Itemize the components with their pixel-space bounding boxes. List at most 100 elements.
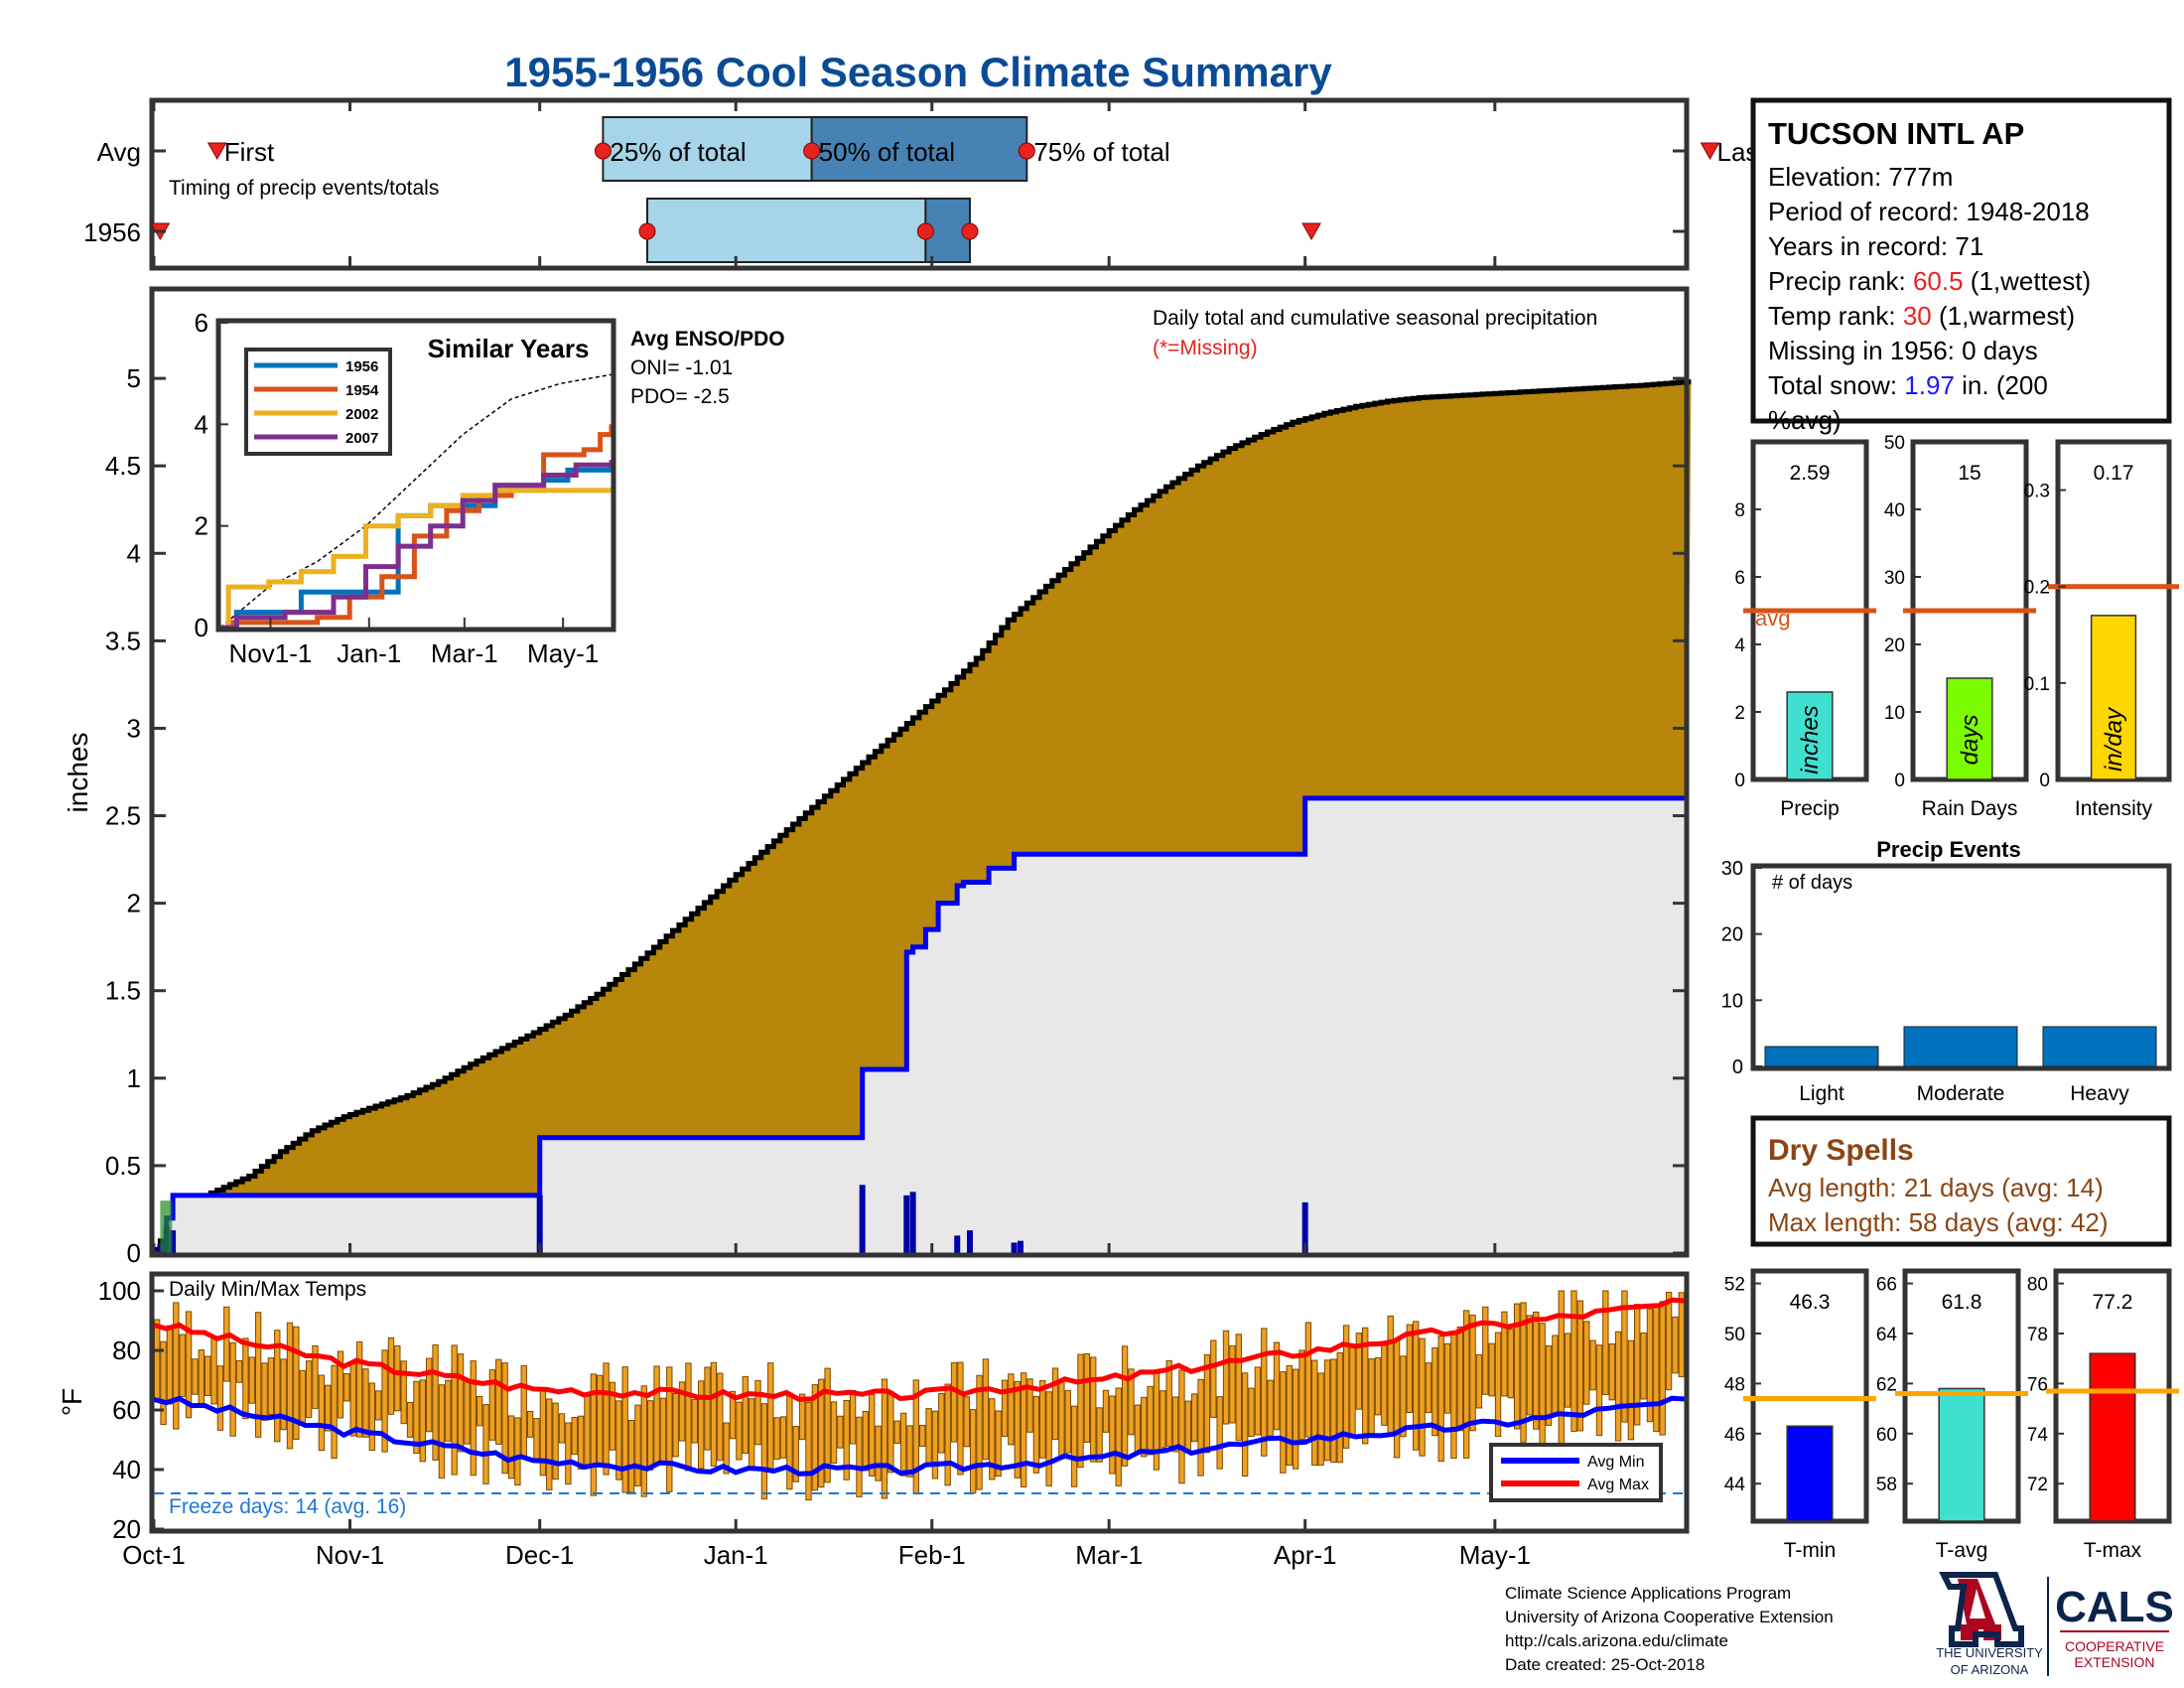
similar-x-tick-label: May-1 <box>527 638 599 668</box>
station-name: TUCSON INTL AP <box>1768 116 2024 151</box>
daily-temp-bar <box>837 1415 844 1449</box>
avg-p50-dot <box>803 142 821 160</box>
daily-temp-bar <box>1608 1342 1615 1401</box>
timing-panel: Avg 1956 Timing of precip events/totals … <box>83 97 1766 271</box>
month-tick-label: Nov-1 <box>316 1540 384 1570</box>
timing-row-avg-label: Avg <box>97 137 141 167</box>
daily-temp-bar <box>1443 1342 1451 1414</box>
daily-temp-bar <box>659 1397 667 1466</box>
precip-tick-label: 6 <box>1734 568 1745 589</box>
daily-temp-bar <box>1077 1353 1084 1469</box>
daily-temp-bar <box>1235 1334 1242 1442</box>
tmin-tick-label: 50 <box>1724 1325 1745 1345</box>
daily-temp-bar <box>666 1366 673 1492</box>
temp-y-label: °F <box>57 1388 87 1416</box>
daily-temp-bar <box>609 1381 616 1451</box>
precip-avg-label: avg <box>1755 606 1790 631</box>
daily-temp-bar <box>476 1395 483 1427</box>
tmax-xlabel: T-max <box>2084 1539 2142 1562</box>
daily-temp-bar <box>1545 1345 1553 1426</box>
tmin-tick-label: 48 <box>1724 1374 1745 1395</box>
event-bar-moderate <box>1903 1026 2018 1067</box>
ua-line1: THE UNIVERSITY <box>1936 1645 2043 1660</box>
ua-line2: OF ARIZONA <box>1951 1662 2029 1677</box>
month-tick-label: Oct-1 <box>122 1540 186 1570</box>
tmax-tick-label: 78 <box>2027 1325 2048 1345</box>
daily-temp-bar <box>331 1364 338 1460</box>
daily-temp-bar <box>375 1390 382 1421</box>
daily-temp-bar <box>767 1362 774 1473</box>
temp-plot-area <box>153 1290 1686 1501</box>
daily-temp-bar <box>387 1336 395 1415</box>
daily-temp-bar <box>577 1415 585 1470</box>
daily-temp-bar <box>1595 1344 1603 1437</box>
daily-temp-bar <box>413 1380 420 1455</box>
daily-temp-bar <box>267 1357 275 1416</box>
daily-temp-bar <box>451 1344 458 1476</box>
event-category-label: Heavy <box>2070 1082 2129 1105</box>
temp-rank: Temp rank: 30 (1,warmest) <box>1768 301 2075 331</box>
daily-temp-bar <box>1032 1395 1040 1474</box>
temp-panel: 20 40 60 80 100 °F Daily Min/Max Temps Freez… <box>57 1243 1690 1570</box>
daily-temp-bar <box>1381 1344 1388 1426</box>
daily-temp-bar <box>906 1425 913 1477</box>
daily-temp-bar <box>704 1366 711 1451</box>
daily-temp-bar <box>1336 1351 1343 1464</box>
daily-temp-bar <box>254 1312 262 1438</box>
precip-panel: 0 0.5 1 1.5 2 2.5 3 3.5 4 4.5 5 inches Daily total… <box>63 286 1692 1268</box>
similar-avg-dashed-line <box>219 373 613 629</box>
cals-logo: CALS COOPERATIVE EXTENSION <box>2055 1583 2174 1670</box>
daily-temp-bar <box>1494 1332 1502 1438</box>
daily-temp-bar <box>1672 1316 1679 1374</box>
daily-temp-bar <box>1475 1353 1483 1409</box>
daily-temp-bar <box>1020 1372 1027 1487</box>
daily-temp-bar <box>432 1343 439 1461</box>
avg-min-line <box>153 1395 1686 1477</box>
tavg-tick-label: 58 <box>1876 1475 1897 1495</box>
daily-temp-bar <box>1552 1335 1559 1416</box>
daily-temp-bar <box>1583 1321 1590 1405</box>
daily-temp-bar <box>995 1410 1002 1477</box>
legend-avg-min-label: Avg Min <box>1587 1454 1645 1471</box>
ua-a-icon <box>1939 1572 2024 1647</box>
month-tick-label: Dec-1 <box>505 1540 574 1570</box>
daily-temp-bar <box>672 1392 679 1458</box>
daily-temp-bar <box>931 1410 939 1479</box>
precip-tick-label: 2 <box>1734 703 1745 724</box>
avg-cumulative-line <box>154 379 1692 1252</box>
daily-temp-bar <box>1001 1379 1009 1438</box>
daily-temp-bar <box>1160 1390 1166 1449</box>
precip-y-tick-label: 0.5 <box>105 1151 141 1181</box>
daily-precip-bar <box>903 1195 910 1253</box>
daily-temp-bar <box>792 1426 799 1482</box>
daily-temp-bar <box>729 1390 737 1440</box>
daily-temp-bar <box>507 1415 515 1479</box>
daily-temp-bar <box>1437 1336 1444 1462</box>
y1956-p75-dot <box>961 222 979 240</box>
daily-precip-bar <box>954 1235 961 1253</box>
daily-temp-bar <box>818 1378 825 1488</box>
daily-temp-bar <box>1413 1321 1420 1451</box>
precip-y-tick-label: 3.5 <box>105 626 141 655</box>
daily-temp-bar <box>1096 1407 1103 1463</box>
daily-temp-bar <box>1064 1390 1071 1454</box>
daily-temp-bar <box>1387 1315 1394 1436</box>
daily-temp-bar <box>1507 1329 1514 1399</box>
daily-temp-bar <box>337 1350 344 1419</box>
rain-days-tick-label: 10 <box>1884 703 1905 724</box>
daily-temp-bar <box>1141 1396 1148 1458</box>
daily-temp-bar <box>1203 1353 1211 1454</box>
daily-temp-bar <box>355 1340 363 1438</box>
intensity-tick-label: 0.2 <box>2024 578 2050 599</box>
avg-p25-dot <box>594 142 612 160</box>
daily-temp-bar <box>1171 1396 1179 1453</box>
daily-temp-bar <box>1665 1291 1673 1391</box>
event-y-tick-label: 20 <box>1721 924 1743 946</box>
daily-temp-bar <box>229 1341 236 1437</box>
precip-y-axis: 0 0.5 1 1.5 2 2.5 3 3.5 4 4.5 5 <box>105 363 1687 1268</box>
precip-value: 2.59 <box>1790 462 1831 485</box>
daily-temp-bar <box>1564 1333 1571 1408</box>
daily-temp-bar <box>590 1373 598 1496</box>
